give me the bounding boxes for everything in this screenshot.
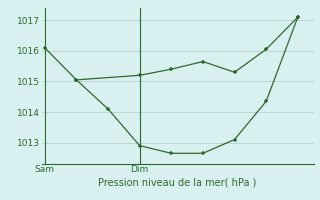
X-axis label: Pression niveau de la mer( hPa ): Pression niveau de la mer( hPa ) — [99, 177, 257, 187]
